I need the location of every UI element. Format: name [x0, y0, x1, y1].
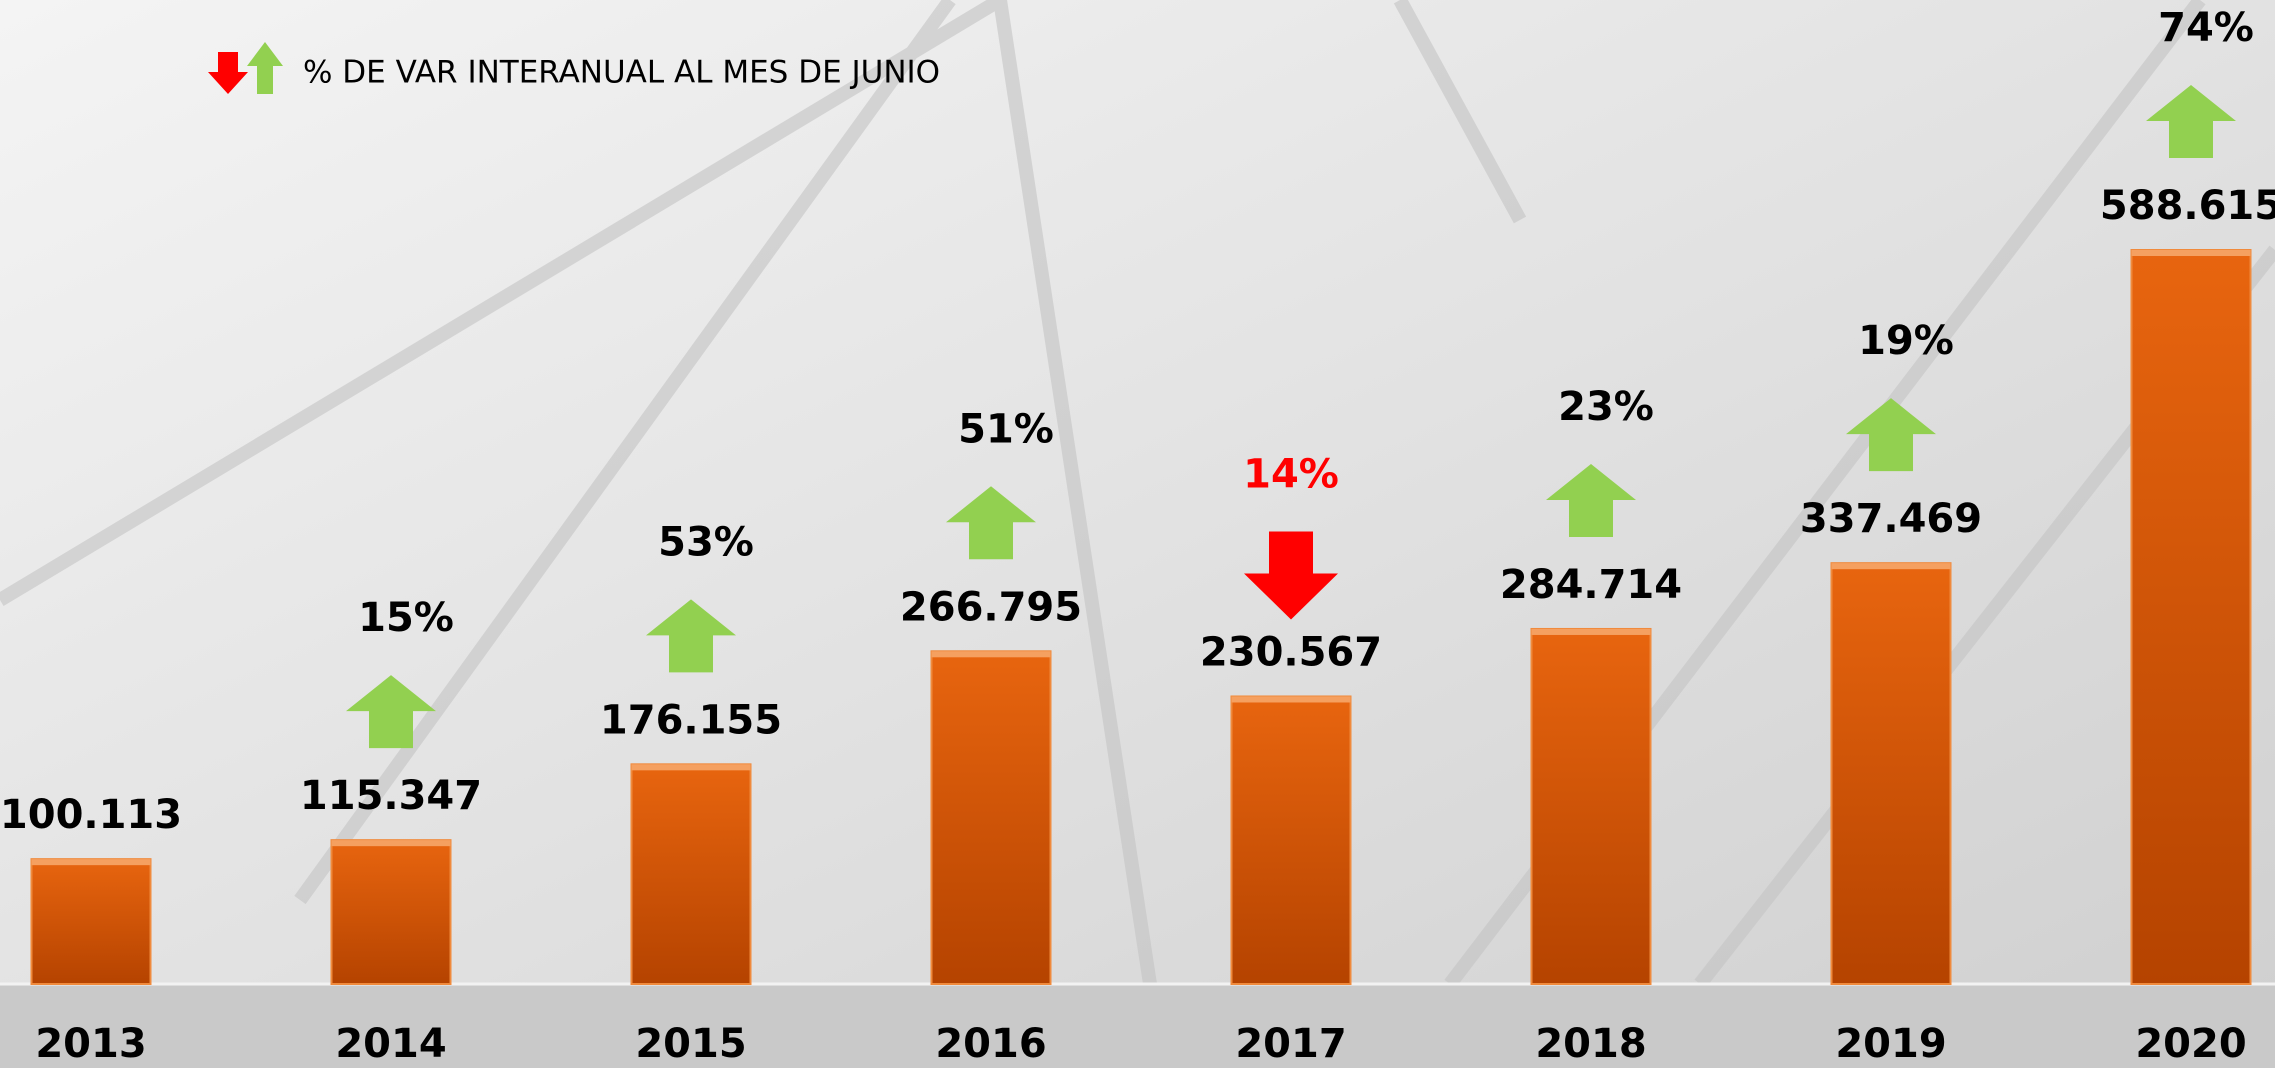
x-tick-label: 2014	[335, 1021, 446, 1067]
legend-label: % DE VAR INTERANUAL AL MES DE JUNIO	[303, 55, 940, 91]
x-tick-label: 2020	[2135, 1021, 2246, 1067]
change-label: 19%	[1858, 318, 1954, 364]
x-tick-label: 2018	[1535, 1021, 1646, 1067]
bar	[330, 839, 452, 985]
legend-down-arrow	[208, 52, 248, 94]
up-arrow	[2146, 85, 2236, 158]
value-label: 176.155	[600, 697, 782, 743]
bar-highlight	[631, 764, 751, 771]
value-label: 284.714	[1500, 562, 1682, 608]
change-label: 53%	[658, 519, 754, 565]
value-label: 266.795	[900, 584, 1082, 630]
up-arrow	[1546, 463, 1636, 537]
bar-highlight	[1831, 563, 1951, 570]
down-arrow	[1244, 531, 1338, 620]
bar	[1830, 562, 1952, 985]
bar	[1230, 695, 1352, 985]
x-tick-label: 2013	[35, 1021, 146, 1067]
value-label: 115.347	[300, 773, 482, 819]
bar	[30, 858, 152, 986]
x-tick-label: 2019	[1835, 1021, 1946, 1067]
up-arrow	[946, 486, 1036, 560]
legend: % DE VAR INTERANUAL AL MES DE JUNIO	[208, 42, 940, 94]
bar	[2130, 249, 2252, 985]
change-label: 74%	[2158, 5, 2254, 51]
bar	[930, 650, 1052, 985]
legend-up-arrow	[247, 42, 283, 94]
change-label: 51%	[958, 406, 1054, 452]
bar-highlight	[2131, 250, 2251, 256]
value-label: 230.567	[1200, 629, 1382, 675]
bar	[630, 763, 752, 985]
bar-highlight	[1231, 696, 1351, 703]
change-label: 23%	[1558, 384, 1654, 430]
x-tick-label: 2017	[1235, 1021, 1346, 1067]
x-tick-label: 2015	[635, 1021, 746, 1067]
change-label: 15%	[358, 595, 454, 641]
up-arrow	[346, 675, 436, 749]
up-arrow	[1846, 398, 1936, 472]
x-tick-label: 2016	[935, 1021, 1046, 1067]
bar-highlight	[1531, 628, 1651, 635]
value-label: 588.615	[2100, 183, 2275, 229]
bar-highlight	[331, 840, 451, 847]
bar-highlight	[931, 651, 1051, 658]
floor-band	[0, 984, 2275, 1068]
value-label: 337.469	[1800, 496, 1982, 542]
up-arrow	[646, 599, 736, 673]
change-label: 14%	[1243, 451, 1339, 497]
bar	[1530, 627, 1652, 986]
value-label: 100.113	[0, 792, 182, 838]
bar-highlight	[31, 859, 151, 866]
